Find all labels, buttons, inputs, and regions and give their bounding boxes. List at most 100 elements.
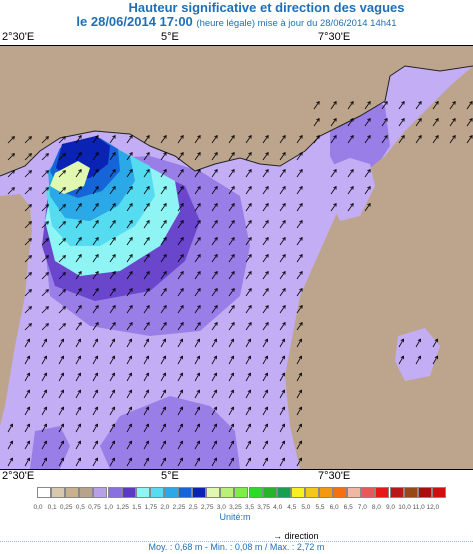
wave-direction-arrow [126, 152, 133, 161]
wave-direction-arrowhead [26, 355, 31, 360]
wave-direction-arrow [364, 101, 371, 110]
legend-label: 6,0 [329, 504, 339, 511]
wave-direction-arrow [143, 373, 149, 382]
wave-direction-arrowhead [452, 101, 456, 105]
wave-direction-arrow [211, 305, 218, 314]
wave-direction-arrowhead [163, 135, 167, 139]
wave-direction-arrowhead [162, 372, 167, 377]
wave-direction-arrowhead [298, 440, 303, 445]
wave-direction-arrow [143, 322, 150, 331]
wave-direction-arrow [92, 305, 99, 314]
wave-direction-arrowhead [180, 203, 184, 207]
wave-direction-arrow [92, 373, 98, 382]
wave-direction-arrowhead [180, 322, 184, 326]
map-title: Hauteur significative et direction des v… [128, 0, 405, 15]
wave-direction-arrowhead [163, 169, 167, 173]
wave-direction-arrow [279, 458, 285, 467]
wave-direction-arrow [432, 339, 438, 348]
wave-direction-arrowhead [112, 237, 116, 241]
wave-direction-arrow [194, 271, 201, 280]
wave-direction-arrow [279, 186, 286, 195]
wave-direction-arrow [177, 152, 184, 161]
wave-direction-arrowhead [196, 389, 201, 394]
wave-direction-arrowhead [62, 153, 66, 157]
wave-direction-arrow [177, 288, 184, 297]
wave-direction-arrow [262, 152, 269, 161]
wave-direction-arrowhead [162, 440, 167, 445]
wave-direction-arrow [177, 135, 184, 144]
wave-direction-arrow [75, 441, 81, 450]
legend-swatch [107, 487, 122, 498]
wave-direction-arrow [228, 237, 235, 246]
wave-direction-arrow [7, 458, 13, 467]
wave-direction-arrowhead [62, 255, 66, 259]
wave-direction-arrow [279, 220, 286, 229]
wave-direction-arrow [228, 407, 234, 416]
wave-direction-arrow [58, 187, 66, 195]
wave-direction-arrow [126, 458, 132, 467]
top-axis: 2°30'E 5°E 7°30'E [0, 31, 473, 43]
wave-direction-arrowhead [145, 440, 150, 445]
wave-direction-arrow [228, 458, 234, 467]
wave-direction-arrowhead [77, 389, 82, 394]
wave-direction-arrowhead [281, 423, 286, 428]
wave-map-svg [0, 46, 473, 469]
legend-label: 0,25 [59, 504, 73, 511]
wave-direction-arrow [143, 152, 150, 161]
wave-direction-arrow [126, 135, 133, 144]
wave-direction-arrow [381, 135, 388, 144]
sea-peak-zone [50, 161, 90, 194]
wave-direction-arrowhead [78, 305, 82, 309]
wave-direction-arrowhead [180, 288, 184, 292]
wave-direction-arrow [75, 373, 81, 382]
wave-direction-arrow [262, 339, 268, 348]
wave-direction-arrowhead [146, 237, 150, 241]
wave-direction-arrowhead [298, 355, 303, 360]
wave-direction-arrow [279, 237, 286, 246]
wave-direction-arrowhead [213, 406, 218, 411]
wave-direction-arrowhead [230, 372, 235, 377]
legend-swatch [417, 487, 432, 498]
wave-direction-arrow [449, 135, 456, 144]
wave-direction-arrow [58, 339, 64, 348]
wave-direction-arrowhead [282, 203, 286, 207]
wave-map[interactable] [0, 45, 473, 470]
wave-direction-arrow [245, 356, 251, 365]
wave-direction-arrowhead [384, 101, 388, 105]
wave-direction-arrowhead [60, 338, 65, 343]
wave-direction-arrowhead [213, 440, 218, 445]
wave-direction-arrowhead [265, 271, 269, 275]
wave-direction-arrowhead [281, 372, 286, 377]
wave-direction-arrow [160, 288, 167, 297]
wave-direction-arrow [177, 373, 183, 382]
wave-direction-arrowhead [28, 289, 32, 293]
wave-direction-arrowhead [247, 355, 252, 360]
wave-direction-arrowhead [265, 305, 269, 309]
wave-direction-arrow [279, 169, 286, 178]
wave-direction-arrow [262, 169, 269, 178]
wave-direction-arrowhead [28, 170, 32, 174]
legend-swatch [262, 487, 277, 498]
wave-direction-arrowhead [282, 152, 286, 156]
wave-direction-arrow [41, 441, 47, 450]
legend-swatch [192, 487, 207, 498]
wave-direction-arrowhead [264, 355, 269, 360]
wave-direction-arrow [109, 254, 116, 263]
wave-direction-arrowhead [128, 457, 133, 462]
wave-direction-arrowhead [214, 254, 218, 258]
wave-direction-arrow [160, 441, 166, 450]
land-west [0, 194, 32, 426]
wave-direction-arrowhead [231, 135, 235, 139]
wave-direction-arrowhead [62, 306, 66, 310]
wave-direction-arrowhead [26, 457, 31, 462]
wave-direction-arrowhead [146, 203, 150, 207]
wave-direction-arrow [245, 373, 251, 382]
wave-direction-arrow [160, 203, 167, 212]
wave-direction-arrowhead [400, 355, 405, 360]
wave-direction-arrowhead [112, 305, 116, 309]
wave-direction-arrow [211, 254, 218, 263]
wave-direction-arrowhead [282, 169, 286, 173]
wave-direction-arrowhead [196, 440, 201, 445]
wave-direction-arrowhead [299, 305, 303, 309]
wave-direction-arrowhead [231, 305, 235, 309]
